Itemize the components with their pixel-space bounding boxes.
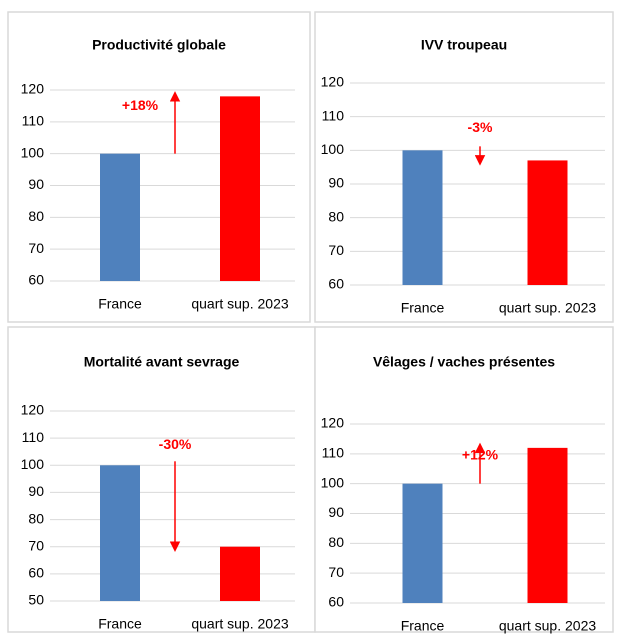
- y-tick-label: 110: [22, 429, 45, 445]
- y-tick-label: 110: [322, 107, 345, 123]
- x-tick-label: quart sup. 2023: [499, 300, 597, 316]
- y-tick-label: 80: [328, 534, 344, 550]
- y-tick-label: 100: [21, 144, 45, 160]
- y-tick-label: 120: [21, 81, 45, 97]
- bar: [220, 546, 260, 601]
- x-tick-label: France: [98, 296, 142, 312]
- y-tick-label: 100: [21, 456, 45, 472]
- y-tick-label: 120: [321, 74, 345, 90]
- y-tick-label: 80: [328, 208, 344, 224]
- y-tick-label: 60: [328, 594, 344, 610]
- y-tick-label: 100: [321, 474, 345, 490]
- x-tick-label: quart sup. 2023: [191, 296, 289, 312]
- panel: [7, 326, 316, 633]
- y-tick-label: 70: [28, 537, 44, 553]
- x-tick-label: France: [401, 618, 445, 634]
- panel: [314, 11, 614, 323]
- bar: [100, 153, 140, 281]
- y-tick-label: 90: [328, 175, 344, 191]
- y-tick-label: 60: [28, 565, 44, 581]
- bar: [527, 447, 568, 603]
- y-tick-label: 60: [28, 272, 44, 288]
- chart-title: IVV troupeau: [421, 37, 507, 53]
- bar: [402, 483, 443, 603]
- bar: [527, 160, 568, 285]
- y-tick-label: 50: [28, 592, 44, 608]
- x-tick-label: quart sup. 2023: [191, 616, 289, 632]
- y-tick-label: 80: [28, 510, 44, 526]
- panel: [7, 11, 311, 323]
- x-tick-label: quart sup. 2023: [499, 618, 597, 634]
- chart-title: Vêlages / vaches présentes: [373, 354, 555, 370]
- y-tick-label: 100: [321, 141, 345, 157]
- y-tick-label: 80: [28, 208, 44, 224]
- x-tick-label: France: [401, 300, 445, 316]
- bar: [100, 465, 140, 601]
- y-tick-label: 120: [321, 415, 345, 431]
- y-tick-label: 90: [28, 483, 44, 499]
- chart-title: Productivité globale: [92, 37, 226, 53]
- y-tick-label: 70: [328, 564, 344, 580]
- y-tick-label: 60: [328, 276, 344, 292]
- bar: [402, 150, 443, 285]
- y-tick-label: 120: [21, 402, 45, 418]
- y-tick-label: 70: [28, 240, 44, 256]
- y-tick-label: 110: [22, 113, 45, 129]
- y-tick-label: 70: [328, 242, 344, 258]
- annotation: -30%: [159, 436, 192, 452]
- y-tick-label: 90: [28, 176, 44, 192]
- y-tick-label: 110: [322, 445, 345, 461]
- annotation: -3%: [468, 119, 493, 135]
- annotation: +18%: [122, 97, 159, 113]
- panel: [314, 326, 614, 633]
- chart-title: Mortalité avant sevrage: [84, 354, 240, 370]
- x-tick-label: France: [98, 616, 142, 632]
- y-tick-label: 90: [328, 504, 344, 520]
- bar: [220, 96, 260, 281]
- annotation: +12%: [462, 447, 499, 463]
